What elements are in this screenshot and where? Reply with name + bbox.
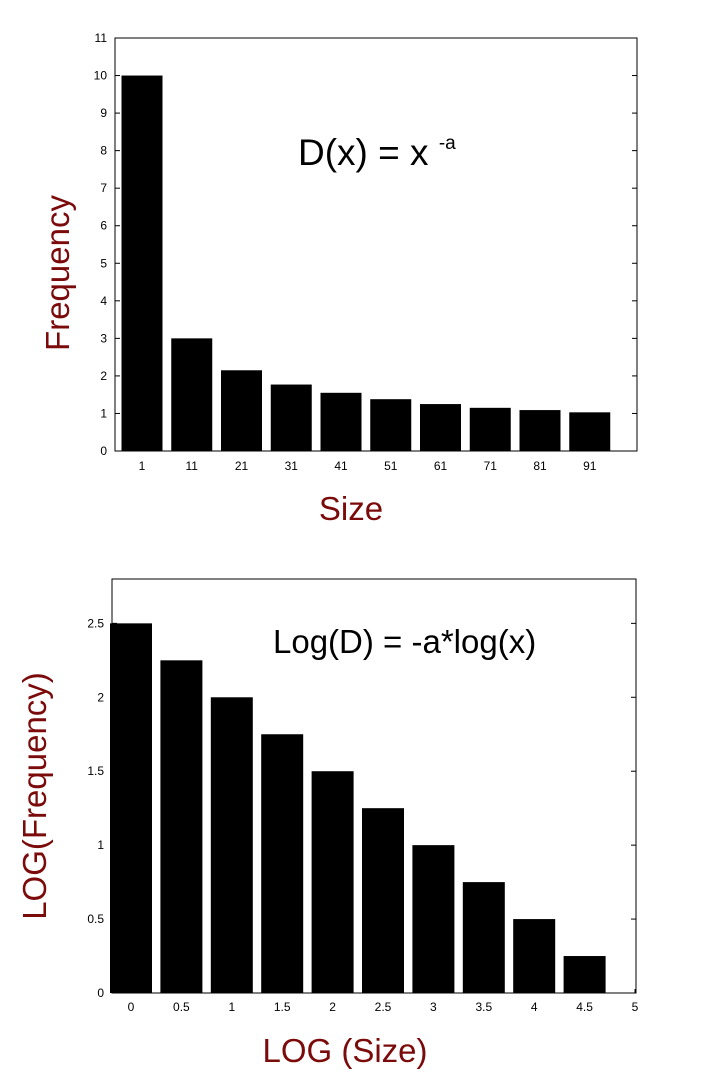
bar-61	[420, 404, 461, 451]
x-axis-label-2: LOG (Size)	[262, 1032, 427, 1069]
x-tick-label: 4	[531, 1000, 538, 1014]
bar-x-2.5	[362, 808, 404, 993]
x-tick-label: 3.5	[475, 1000, 492, 1014]
y-tick-label: 11	[95, 31, 108, 45]
x-tick-label: 4.5	[576, 1000, 593, 1014]
bar-1	[121, 75, 163, 451]
x-tick-label: 2	[329, 1000, 336, 1014]
x-tick-label: 61	[434, 459, 448, 473]
y-tick-label: 9	[100, 106, 107, 120]
x-tick-label: 81	[533, 459, 547, 473]
bar-21	[221, 370, 262, 451]
x-tick-label: 1.5	[274, 1000, 291, 1014]
x-tick-label: 0.5	[173, 1000, 190, 1014]
x-tick-label: 51	[384, 459, 398, 473]
bar-x-1.5	[261, 734, 304, 993]
x-tick-label: 31	[285, 459, 299, 473]
x-tick-label: 5	[632, 1000, 639, 1014]
y-tick-label: 6	[100, 219, 107, 233]
bar-31	[270, 384, 312, 451]
x-tick-label: 1	[139, 459, 146, 473]
y-tick-label: 4	[100, 294, 107, 308]
y-tick-label: 0.5	[87, 912, 104, 926]
bar-x-0	[110, 623, 152, 993]
x-tick-label: 0	[128, 1000, 135, 1014]
x-tick-label: 2.5	[375, 1000, 392, 1014]
y-tick-label: 7	[100, 181, 107, 195]
bar-x-4	[513, 919, 556, 993]
bar-41	[320, 392, 362, 451]
bar-x-0.5	[160, 660, 203, 993]
bar-x-1	[210, 697, 253, 993]
y-tick-label: 1.5	[87, 764, 104, 778]
equation-power-law: D(x) = x -a	[298, 132, 456, 173]
chart-log-size-log-frequency: 0 0.5 1 1.5 2 2.5 0 0.5 1 1.5 2 2.5 3 3.5 4 4.5 5 Log(D…	[16, 578, 639, 1069]
y-axis-label-2: LOG(Frequency)	[16, 672, 53, 920]
y-tick-label: 1	[100, 406, 107, 420]
plot-frame-1	[114, 37, 638, 452]
y-tick-label: 2	[100, 369, 107, 383]
x-axis-label-1: Size	[319, 490, 383, 527]
x-tick-label: 1	[228, 1000, 235, 1014]
x-tick-label: 11	[186, 459, 199, 473]
y-tick-label: 8	[100, 144, 107, 158]
y-tick-label: 0	[97, 986, 104, 1000]
bar-x-3.5	[462, 882, 505, 993]
y-tick-label: 3	[100, 331, 107, 345]
bar-71	[469, 407, 511, 451]
y-tick-label: 5	[100, 256, 107, 270]
x-tick-label: 71	[484, 459, 498, 473]
bar-91	[569, 412, 611, 451]
y-tick-label: 10	[94, 69, 108, 83]
bar-81	[519, 410, 561, 451]
x-tick-label: 41	[334, 459, 348, 473]
x-tick-label: 21	[235, 459, 249, 473]
x-tick-label: 3	[430, 1000, 437, 1014]
y-tick-label: 1	[97, 838, 104, 852]
y-tick-label: 2	[97, 690, 104, 704]
bar-x-2	[311, 771, 354, 993]
y-axis-label-1: Frequency	[39, 195, 76, 351]
bar-x-3	[412, 845, 455, 993]
bar-x-4.5	[563, 956, 606, 993]
y-tick-label: 0	[100, 444, 107, 458]
plot-frame-2	[111, 578, 637, 994]
equation-log-linear: Log(D) = -a*log(x)	[273, 623, 536, 660]
x-tick-label: 91	[583, 459, 597, 473]
bar-51	[370, 399, 412, 451]
bar-11	[171, 338, 213, 451]
y-tick-label: 2.5	[87, 616, 104, 630]
